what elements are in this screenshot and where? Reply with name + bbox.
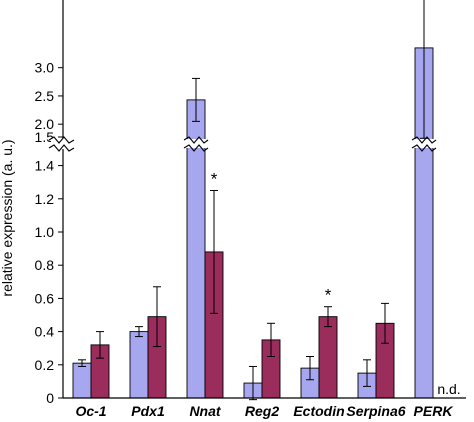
category-label: Serpina6 bbox=[346, 403, 405, 419]
y-tick-label: 2.5 bbox=[35, 88, 55, 104]
category-label: PERK bbox=[414, 403, 454, 419]
significance-star: * bbox=[325, 286, 332, 305]
category-label: Reg2 bbox=[245, 403, 279, 419]
nd-label: n.d. bbox=[437, 381, 460, 397]
category-label: Pdx1 bbox=[131, 403, 165, 419]
label-group: Oc-1 Pdx1 Nnat * Reg2 Ectodin * Serpina6 PERK n.d… bbox=[75, 170, 460, 420]
bar bbox=[72, 362, 92, 399]
break-gap bbox=[413, 139, 435, 148]
y-tick-label: 0.8 bbox=[35, 257, 55, 273]
category-label: Oc-1 bbox=[75, 403, 106, 419]
axis-break-mark bbox=[48, 144, 75, 152]
y-tick-label: 3.0 bbox=[35, 60, 55, 76]
break-mark bbox=[183, 144, 209, 152]
bar-group bbox=[72, 47, 437, 399]
y-tick-label: 2.0 bbox=[35, 116, 55, 132]
axes-group bbox=[48, 0, 466, 399]
y-tick-label: 0.2 bbox=[35, 357, 55, 373]
y-tick-label: 0.4 bbox=[35, 324, 55, 340]
break-mark bbox=[411, 144, 437, 152]
significance-star: * bbox=[211, 170, 218, 189]
y-tick-group: 0 0.2 0.4 0.6 0.8 1.0 1.2 1.4 1.52.0 2.5 3.0 bbox=[35, 60, 63, 406]
y-tick-label: 1.5 bbox=[35, 129, 55, 145]
break-mark bbox=[411, 136, 437, 144]
axis-break-mark bbox=[48, 136, 75, 144]
error-bar-group bbox=[78, 0, 428, 401]
y-tick-label: 0 bbox=[46, 390, 54, 406]
y-tick-label: 1.0 bbox=[35, 224, 55, 240]
category-label: Ectodin bbox=[293, 403, 344, 419]
y-tick-label: 0.6 bbox=[35, 290, 55, 306]
axis-break-gap bbox=[51, 138, 75, 149]
bar bbox=[318, 316, 338, 399]
bar bbox=[129, 331, 149, 399]
break-gap bbox=[185, 139, 207, 148]
break-mark bbox=[183, 136, 209, 144]
category-label: Nnat bbox=[189, 403, 221, 419]
y-tick-label: 1.2 bbox=[35, 191, 55, 207]
y-axis-label: relative expression (a. u.) bbox=[0, 139, 15, 296]
y-tick-label: 1.4 bbox=[35, 158, 55, 174]
